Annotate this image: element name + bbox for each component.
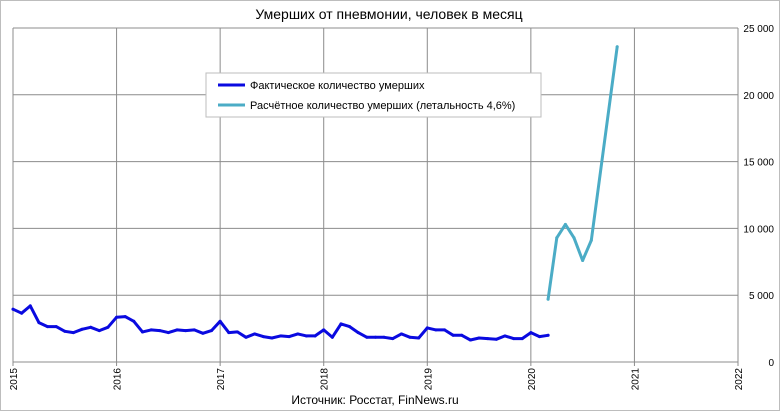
data-point-0: [218, 319, 222, 323]
data-point-0: [123, 315, 127, 319]
data-point-0: [537, 335, 541, 339]
data-point-0: [20, 311, 24, 315]
data-point-1: [555, 236, 559, 240]
x-tick-label: 2019: [423, 368, 434, 391]
data-point-0: [486, 337, 490, 341]
data-point-0: [270, 336, 274, 340]
data-point-0: [235, 330, 239, 334]
data-point-1: [563, 222, 567, 226]
data-point-0: [244, 335, 248, 339]
source-note: Источник: Росстат, FinNews.ru: [291, 393, 458, 407]
data-point-0: [54, 325, 58, 329]
data-point-0: [296, 332, 300, 336]
data-point-0: [71, 331, 75, 335]
data-point-0: [348, 325, 352, 329]
data-point-0: [192, 328, 196, 332]
data-point-0: [132, 319, 136, 323]
data-point-0: [391, 337, 395, 341]
gridlines: [12, 27, 739, 363]
data-point-0: [546, 333, 550, 337]
data-point-0: [468, 338, 472, 342]
data-point-0: [460, 333, 464, 337]
data-point-0: [89, 325, 93, 329]
data-point-0: [451, 333, 455, 337]
x-tick-label: 2017: [216, 368, 227, 391]
x-tick-label: 2021: [630, 368, 641, 391]
data-point-0: [97, 329, 101, 333]
data-point-0: [313, 334, 317, 338]
data-point-0: [140, 330, 144, 334]
data-point-0: [279, 334, 283, 338]
data-point-0: [399, 332, 403, 336]
y-tick-label: 25 000: [743, 24, 774, 35]
data-point-0: [184, 329, 188, 333]
data-point-0: [149, 328, 153, 332]
data-point-0: [434, 328, 438, 332]
data-point-0: [210, 329, 214, 333]
data-point-1: [615, 45, 619, 49]
data-point-0: [11, 307, 15, 311]
y-tick-label: 0: [768, 358, 774, 369]
data-point-0: [374, 335, 377, 339]
data-point-0: [512, 337, 516, 341]
data-point-0: [304, 334, 308, 338]
x-axis-ticks: 2015 2016 2017 2018 2019 2020 2021 2022: [9, 362, 745, 390]
data-point-0: [477, 336, 481, 340]
y-axis-ticks: 0 5 000 10 000 15 000 20 000 25 000: [743, 24, 774, 369]
data-point-0: [261, 335, 265, 339]
data-point-0: [80, 327, 84, 331]
data-point-0: [37, 321, 41, 325]
legend-box: [205, 72, 542, 118]
data-point-0: [494, 337, 498, 341]
data-point-1: [589, 238, 593, 242]
x-tick-label: 2022: [734, 368, 745, 391]
data-point-0: [425, 326, 429, 330]
data-point-1: [546, 297, 550, 301]
data-point-0: [28, 304, 32, 308]
data-point-0: [356, 331, 360, 335]
series-lines: [11, 45, 619, 342]
data-point-0: [417, 336, 421, 340]
data-point-0: [115, 315, 119, 319]
data-point-0: [503, 334, 507, 338]
data-point-0: [408, 335, 412, 339]
data-point-0: [201, 331, 205, 335]
data-point-0: [46, 325, 50, 329]
data-point-0: [443, 328, 447, 332]
data-point-0: [253, 332, 257, 336]
data-point-0: [287, 335, 291, 339]
data-point-0: [529, 331, 533, 335]
legend-label-actual: Фактическое количество умерших: [250, 80, 425, 92]
x-tick-label: 2018: [320, 368, 331, 391]
data-point-0: [322, 328, 326, 332]
y-tick-label: 10 000: [743, 224, 774, 235]
data-point-0: [175, 328, 179, 332]
x-tick-label: 2016: [113, 368, 124, 391]
data-point-0: [339, 322, 343, 326]
data-point-0: [227, 331, 231, 335]
data-point-0: [330, 335, 334, 339]
data-point-0: [365, 335, 369, 339]
x-tick-label: 2015: [9, 368, 20, 391]
data-point-0: [520, 337, 524, 341]
data-point-0: [382, 335, 386, 339]
data-point-0: [106, 325, 110, 329]
data-point-0: [63, 329, 67, 333]
x-tick-label: 2020: [527, 368, 538, 391]
data-point-0: [158, 329, 162, 333]
y-tick-label: 5 000: [749, 291, 774, 302]
y-tick-label: 15 000: [743, 158, 774, 169]
data-point-0: [166, 331, 170, 335]
legend-label-estimated: Расчётное количество умерших (летальност…: [250, 100, 515, 112]
data-point-1: [572, 236, 576, 240]
chart-title: Умерших от пневмонии, человек в месяц: [255, 6, 522, 22]
legend: Фактическое количество умерших Расчётное…: [205, 72, 542, 118]
data-point-1: [581, 258, 585, 262]
y-tick-label: 20 000: [743, 91, 774, 102]
